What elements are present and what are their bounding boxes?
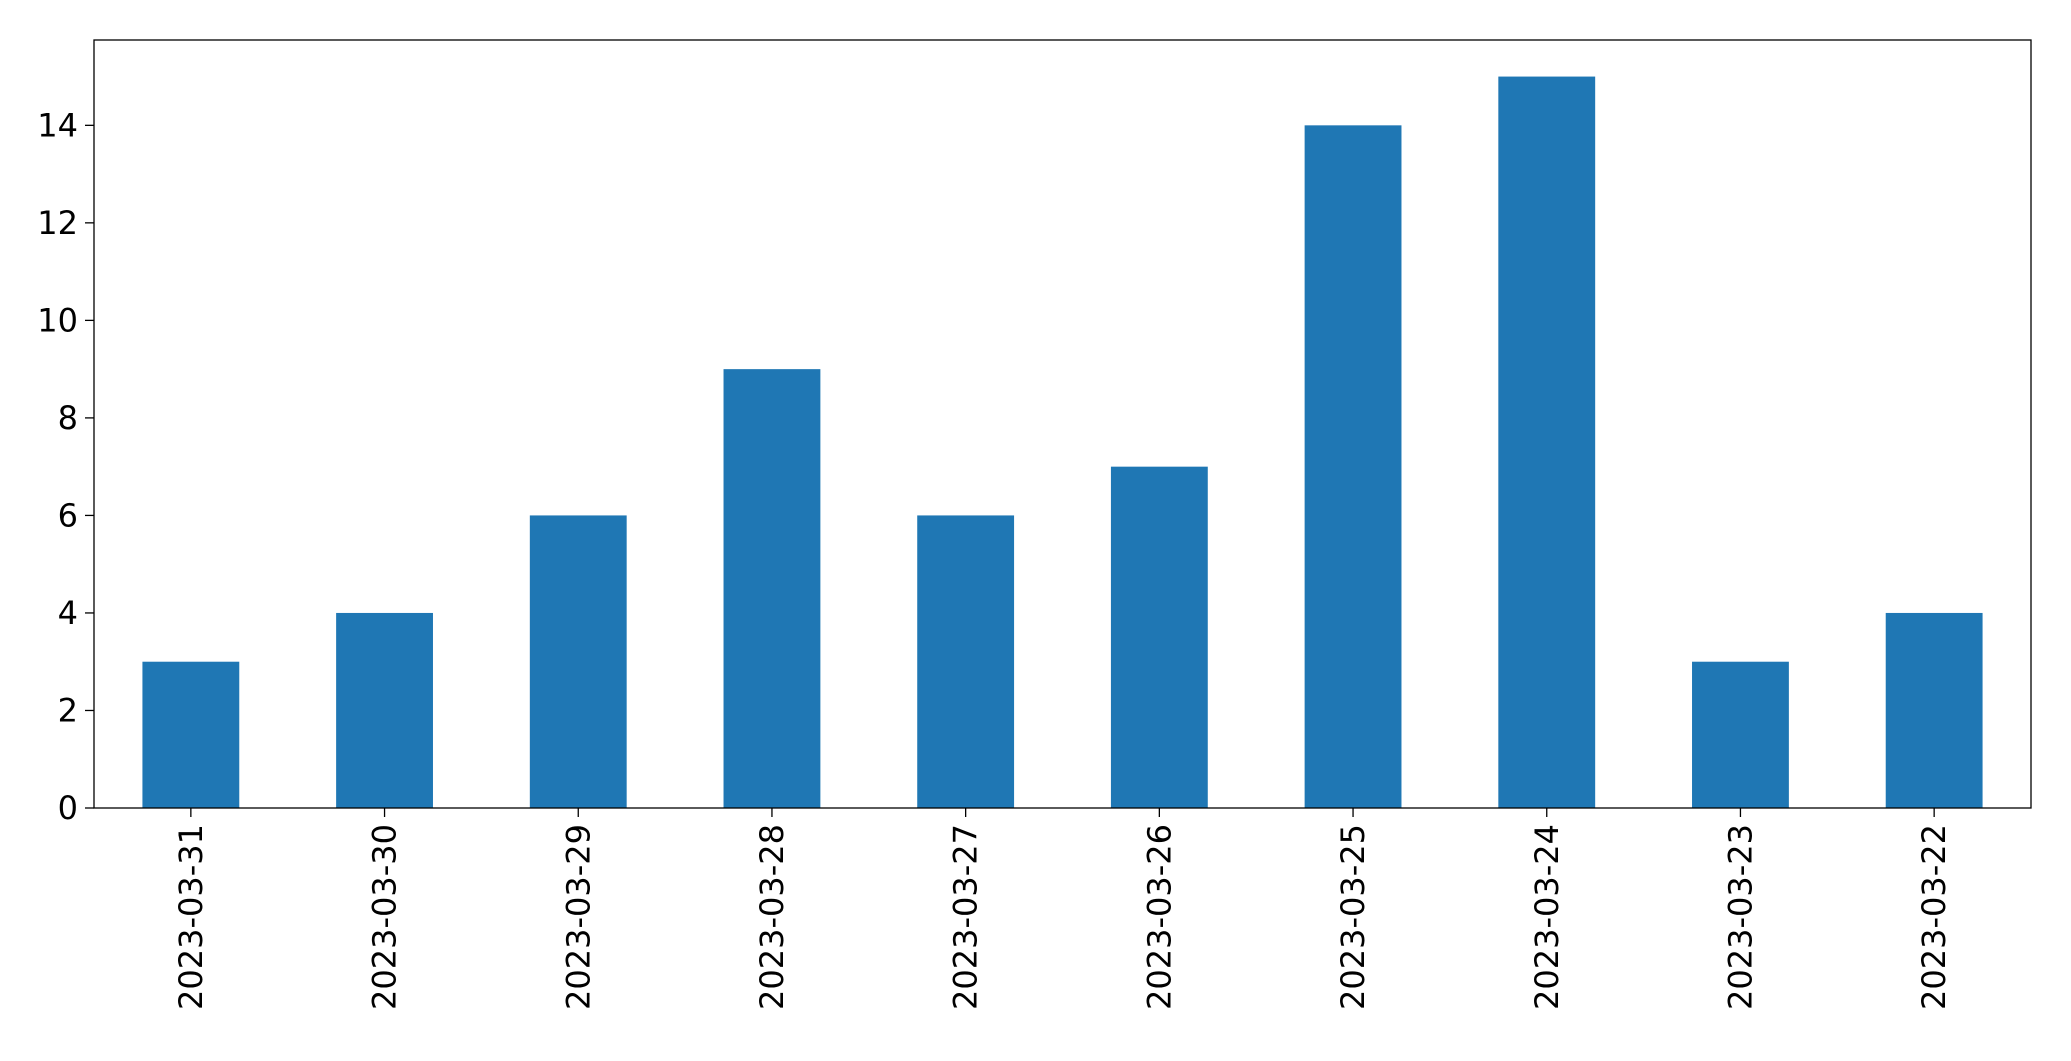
bar <box>142 661 240 808</box>
x-tick-label: 2023-03-29 <box>559 824 597 1010</box>
x-tick-label: 2023-03-30 <box>366 824 404 1010</box>
x-tick-label: 2023-03-31 <box>172 824 210 1010</box>
bar <box>529 515 627 808</box>
x-tick-label: 2023-03-25 <box>1334 824 1372 1010</box>
y-tick-label: 12 <box>37 204 78 242</box>
bar <box>1692 661 1789 808</box>
y-tick-label: 0 <box>58 789 78 827</box>
x-tick-label: 2023-03-28 <box>753 824 791 1010</box>
x-tick-label: 2023-03-23 <box>1721 824 1759 1010</box>
bar <box>1885 612 1983 808</box>
bar <box>723 369 821 808</box>
x-tick-label: 2023-03-24 <box>1528 824 1566 1010</box>
bar <box>1110 466 1208 808</box>
y-tick-label: 10 <box>37 301 78 339</box>
bar <box>1304 125 1402 809</box>
plot-frame <box>93 39 2032 809</box>
x-tick-label: 2023-03-26 <box>1140 824 1178 1010</box>
y-tick-label: 4 <box>58 594 78 632</box>
y-tick-label: 8 <box>58 399 78 437</box>
x-tick-label: 2023-03-27 <box>947 824 985 1010</box>
x-tick-label: 2023-03-22 <box>1915 824 1953 1010</box>
y-tick-label: 6 <box>58 496 78 534</box>
y-tick-label: 14 <box>37 106 78 144</box>
bar <box>336 612 433 808</box>
bar <box>917 515 1015 808</box>
bar <box>1498 76 1596 809</box>
y-tick-label: 2 <box>58 691 78 729</box>
